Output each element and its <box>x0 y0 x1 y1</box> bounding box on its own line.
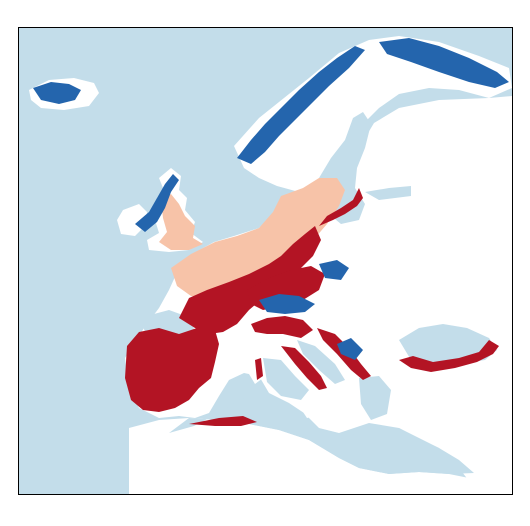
map-frame <box>18 27 513 495</box>
red-iberia <box>125 328 219 412</box>
water-aegean <box>359 376 391 420</box>
blue-iceland <box>33 82 81 104</box>
blue-alps <box>259 294 315 314</box>
dark-blue-areas <box>33 38 509 360</box>
salmon-britain <box>159 194 203 250</box>
red-baltic-coast <box>319 188 363 226</box>
water-mediterranean <box>169 393 474 474</box>
blue-scotland <box>135 174 179 232</box>
red-north-africa <box>189 416 257 426</box>
light-salmon-areas <box>159 178 345 298</box>
land-scandinavia <box>234 36 512 192</box>
red-france <box>179 226 321 334</box>
blue-lapland <box>379 38 509 88</box>
land-sicily <box>299 404 325 418</box>
water-tyrrhenian <box>263 358 309 400</box>
blue-carpathians <box>319 260 349 280</box>
red-sardinia <box>255 358 263 380</box>
salmon-sweden <box>285 192 311 228</box>
red-black-sea-coast <box>399 340 499 372</box>
red-italy-peninsula <box>281 346 327 390</box>
water-adriatic <box>297 340 345 384</box>
land-ireland <box>117 204 147 236</box>
red-north-italy <box>251 316 313 338</box>
blue-norway <box>237 46 365 164</box>
blue-balkan-mountains <box>337 338 363 360</box>
water-gulf-finland <box>365 186 411 200</box>
land-north-africa <box>129 418 512 494</box>
europe-map <box>19 28 512 494</box>
